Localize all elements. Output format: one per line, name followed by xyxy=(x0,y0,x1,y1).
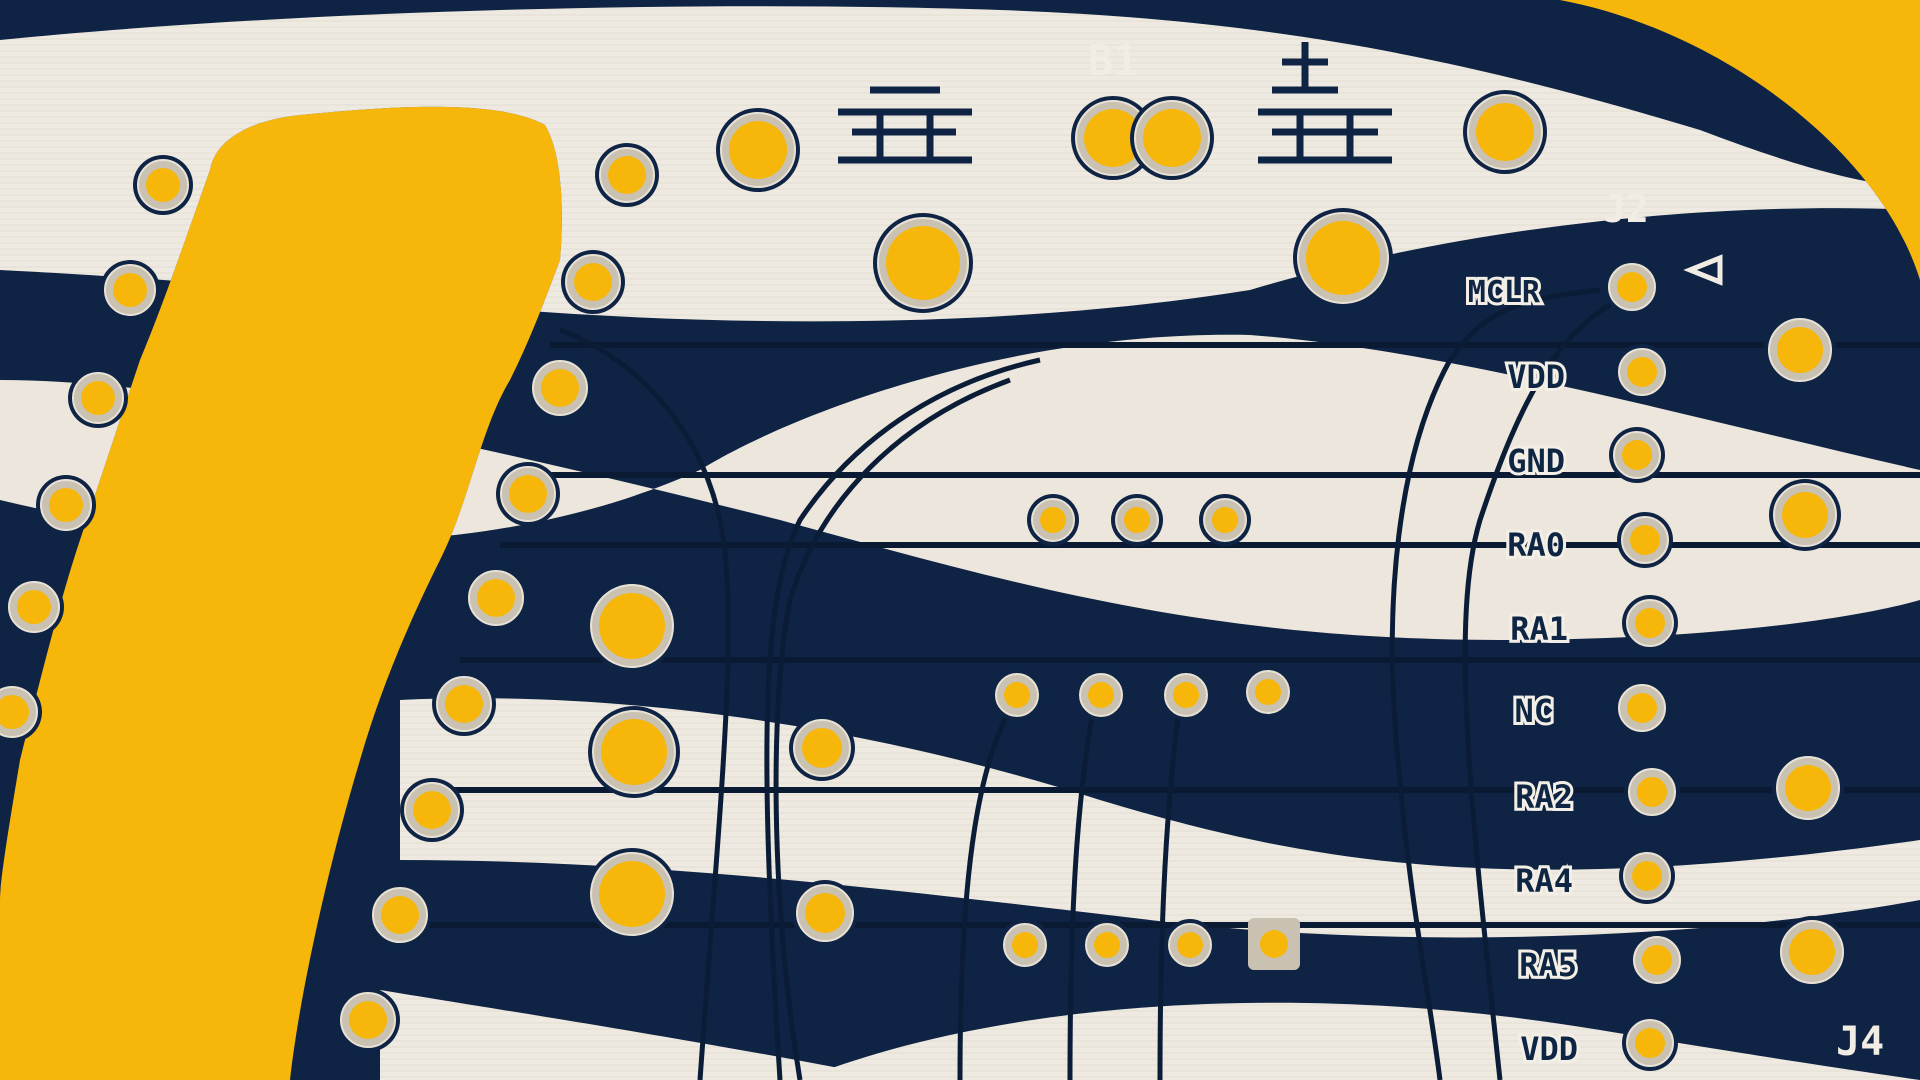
pad xyxy=(496,462,560,526)
pad xyxy=(1075,669,1127,721)
large-pad xyxy=(586,848,678,940)
pin-label-vdd: VDD xyxy=(1507,358,1565,396)
pad xyxy=(368,883,432,947)
pad xyxy=(4,577,64,637)
battery-pad xyxy=(1130,96,1214,180)
large-pad xyxy=(586,580,678,672)
battery-designator: B1 xyxy=(1088,36,1139,85)
battery-pad xyxy=(1463,90,1547,174)
pin-label-ra1: RA1 xyxy=(1510,610,1568,648)
pad xyxy=(432,672,496,736)
header-pad xyxy=(1619,848,1675,904)
pad xyxy=(595,143,659,207)
pad xyxy=(792,880,858,946)
header-pad xyxy=(1609,427,1665,483)
header-pad xyxy=(1772,752,1844,824)
j2-designator: J2 xyxy=(1603,187,1649,231)
triangle-left-icon xyxy=(1683,254,1723,286)
pin-label-ra0: RA0 xyxy=(1507,526,1565,564)
header-pad xyxy=(1604,259,1660,315)
pin-label-vdd-2: VDD xyxy=(1520,1030,1578,1068)
routing-traces xyxy=(559,287,1641,1080)
pad xyxy=(1242,666,1294,718)
header-pad xyxy=(1617,512,1673,568)
header-pad xyxy=(1622,595,1678,651)
pad xyxy=(789,715,855,781)
pad xyxy=(1164,919,1216,971)
battery-positive-icon xyxy=(1258,42,1392,164)
square-pad-drill xyxy=(1260,930,1288,958)
pad xyxy=(1111,494,1163,546)
j4-designator: J4 xyxy=(1836,1019,1884,1065)
pad xyxy=(68,368,128,428)
pin-label-ra2: RA2 xyxy=(1515,778,1573,816)
pad xyxy=(999,919,1051,971)
battery-mount-pad xyxy=(1293,208,1393,308)
pad xyxy=(1027,494,1079,546)
pad xyxy=(1081,919,1133,971)
pin-label-nc: NC xyxy=(1514,692,1553,730)
header-pad xyxy=(1624,764,1680,820)
header-pad xyxy=(1614,680,1670,736)
header-pad xyxy=(1764,314,1836,386)
pad xyxy=(100,260,160,320)
pad xyxy=(36,475,96,535)
header-pad xyxy=(1614,344,1670,400)
pin-label-ra5: RA5 xyxy=(1519,946,1577,984)
battery-mount-pad xyxy=(873,213,973,313)
large-pad xyxy=(588,706,680,798)
pad xyxy=(528,356,592,420)
battery-pad xyxy=(716,108,800,192)
battery-negative-icon xyxy=(838,86,972,164)
pin-label-ra4: RA4 xyxy=(1515,862,1573,900)
header-pad xyxy=(1769,479,1841,551)
pad xyxy=(991,669,1043,721)
j2-pin-labels: MCLR VDD GND RA0 RA1 NC RA2 RA4 RA5 VDD xyxy=(1465,272,1581,1071)
pin-label-mclr: MCLR xyxy=(1468,275,1541,310)
header-pad xyxy=(1622,1015,1678,1071)
pad xyxy=(1160,669,1212,721)
pin-label-gnd: GND xyxy=(1507,442,1565,480)
plated-through-holes xyxy=(0,90,1848,1071)
pad xyxy=(1199,494,1251,546)
pad xyxy=(400,778,464,842)
pad xyxy=(464,566,528,630)
pad xyxy=(561,250,625,314)
header-pad xyxy=(1629,932,1685,988)
pad xyxy=(133,155,193,215)
pad xyxy=(336,988,400,1052)
pad xyxy=(0,682,42,742)
header-pad xyxy=(1776,916,1848,988)
